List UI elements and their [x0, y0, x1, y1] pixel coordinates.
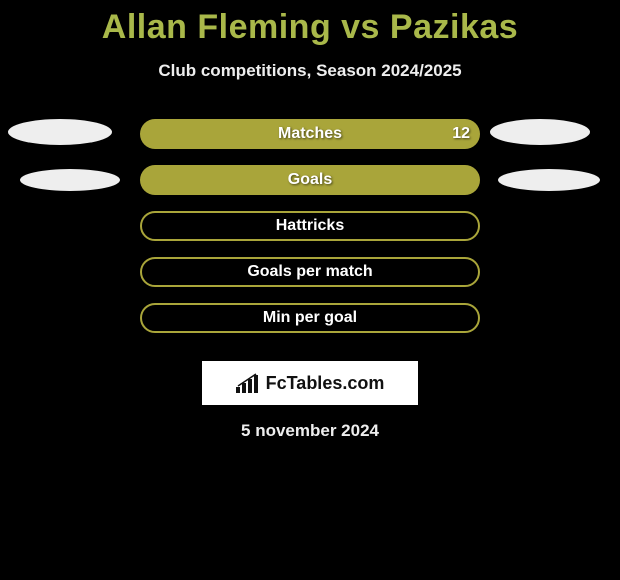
page-title: Allan Fleming vs Pazikas: [0, 0, 620, 47]
stat-label: Min per goal: [263, 309, 357, 327]
page-subtitle: Club competitions, Season 2024/2025: [0, 61, 620, 81]
stat-row-min-per-goal: Min per goal: [0, 303, 620, 349]
source-badge: FcTables.com: [202, 361, 418, 405]
stat-label: Goals per match: [247, 263, 372, 281]
stat-value-right: 12: [452, 125, 470, 143]
stat-pill-goals: Goals: [140, 165, 480, 195]
source-badge-inner: FcTables.com: [236, 373, 385, 394]
stat-label: Hattricks: [276, 217, 344, 235]
source-badge-text: FcTables.com: [266, 373, 385, 394]
stat-pill-matches: Matches 12: [140, 119, 480, 149]
footer-date: 5 november 2024: [0, 421, 620, 441]
stat-row-goals-per-match: Goals per match: [0, 257, 620, 303]
stat-pill-hattricks: Hattricks: [140, 211, 480, 241]
bars-icon: [236, 373, 262, 393]
stat-row-matches: Matches 12: [0, 119, 620, 165]
stat-label: Matches: [278, 125, 342, 143]
stat-label: Goals: [288, 171, 332, 189]
stat-row-goals: Goals: [0, 165, 620, 211]
stat-pill-min-per-goal: Min per goal: [140, 303, 480, 333]
stat-pill-goals-per-match: Goals per match: [140, 257, 480, 287]
comparison-chart: Matches 12 Goals Hattricks Goals per mat…: [0, 119, 620, 349]
stat-row-hattricks: Hattricks: [0, 211, 620, 257]
